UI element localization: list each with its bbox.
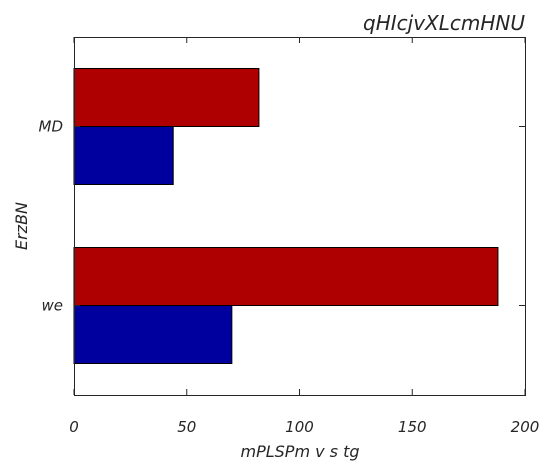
y-tick-label: we: [42, 297, 64, 315]
x-axis-title: mPLSPm v s tg: [240, 442, 359, 461]
bar-series0-we: [73, 305, 233, 364]
x-tick-label: 100: [285, 418, 314, 436]
x-tick-label: 0: [69, 418, 79, 436]
y-tick-label: MD: [39, 118, 64, 136]
y-axis-title: ErzBN: [12, 202, 31, 250]
bars-layer: [73, 68, 499, 364]
x-tick-label: 200: [511, 418, 540, 436]
chart-title: qHIcjvXLcmHNU: [363, 11, 525, 35]
x-tick-label: 150: [398, 418, 427, 436]
x-tick-label: 50: [177, 418, 196, 436]
bar-series1-we: [73, 247, 499, 306]
ticks-layer: 0 50 100 150 200 we MD: [39, 37, 540, 436]
bar-series1-MD: [73, 68, 260, 127]
bar-series0-MD: [73, 126, 174, 185]
